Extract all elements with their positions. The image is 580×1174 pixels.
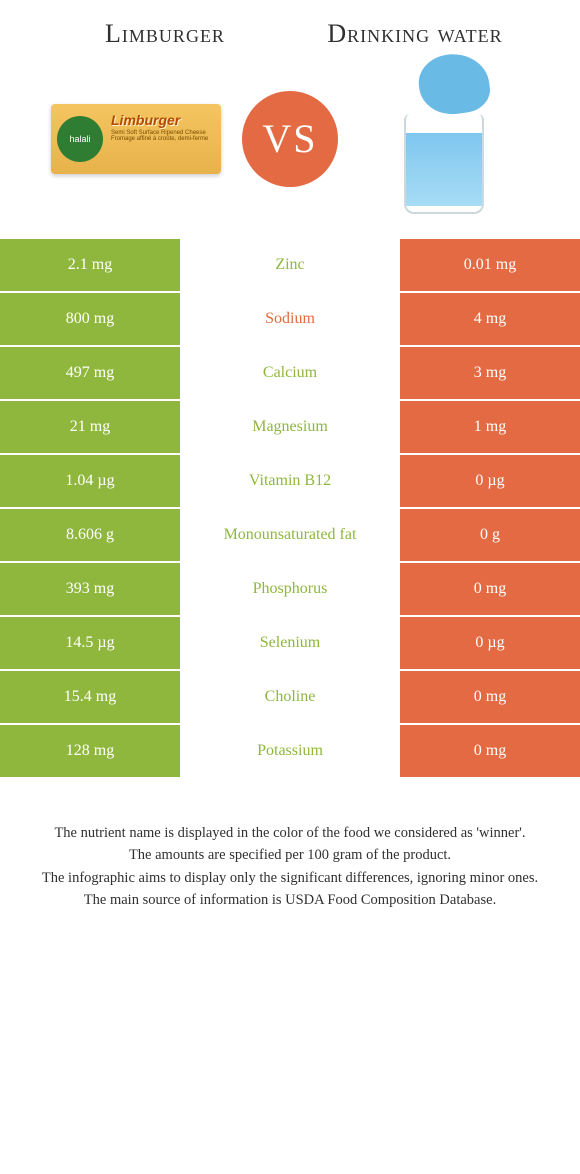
table-row: 21 mgMagnesium1 mg (0, 401, 580, 453)
infographic: Limburger Drinking water halali Limburge… (0, 0, 580, 944)
water-glass-icon (389, 64, 499, 214)
left-value: 800 mg (0, 293, 180, 345)
nutrient-label: Zinc (180, 239, 400, 291)
splash-icon (415, 49, 493, 118)
right-value: 0 g (400, 509, 580, 561)
table-row: 8.606 gMonounsaturated fat0 g (0, 509, 580, 561)
water-fill-icon (406, 133, 482, 207)
nutrient-label: Potassium (180, 725, 400, 777)
table-row: 14.5 µgSelenium0 µg (0, 617, 580, 669)
right-value: 3 mg (400, 347, 580, 399)
cup-icon (404, 114, 484, 214)
left-value: 128 mg (0, 725, 180, 777)
nutrient-label: Sodium (180, 293, 400, 345)
footer-line: The amounts are specified per 100 gram o… (30, 846, 550, 866)
cheese-brand: Limburger (111, 112, 180, 128)
right-value: 0.01 mg (400, 239, 580, 291)
right-value: 0 mg (400, 671, 580, 723)
title-right: Drinking water (290, 20, 540, 49)
nutrient-label: Phosphorus (180, 563, 400, 615)
table-row: 2.1 mgZinc0.01 mg (0, 239, 580, 291)
nutrient-label: Calcium (180, 347, 400, 399)
left-value: 15.4 mg (0, 671, 180, 723)
left-value: 14.5 µg (0, 617, 180, 669)
cheese-icon: halali Limburger Semi Soft Surface Ripen… (51, 104, 221, 174)
table-row: 15.4 mgCholine0 mg (0, 671, 580, 723)
nutrient-label: Choline (180, 671, 400, 723)
right-value: 4 mg (400, 293, 580, 345)
right-value: 0 µg (400, 455, 580, 507)
left-value: 393 mg (0, 563, 180, 615)
table-row: 497 mgCalcium3 mg (0, 347, 580, 399)
table-row: 393 mgPhosphorus0 mg (0, 563, 580, 615)
footer-line: The main source of information is USDA F… (30, 891, 550, 911)
right-product-art (348, 64, 540, 214)
cheese-badge-icon: halali (57, 116, 103, 162)
cheese-subtext: Semi Soft Surface Ripened Cheese Fromage… (111, 130, 208, 143)
footer-line: The infographic aims to display only the… (30, 869, 550, 889)
footer-line: The nutrient name is displayed in the co… (30, 824, 550, 844)
left-value: 2.1 mg (0, 239, 180, 291)
left-value: 1.04 µg (0, 455, 180, 507)
left-value: 21 mg (0, 401, 180, 453)
right-value: 0 mg (400, 563, 580, 615)
nutrient-label: Selenium (180, 617, 400, 669)
table-row: 128 mgPotassium0 mg (0, 725, 580, 777)
header: Limburger Drinking water (0, 20, 580, 49)
table-row: 1.04 µgVitamin B120 µg (0, 455, 580, 507)
table-row: 800 mgSodium4 mg (0, 293, 580, 345)
vs-badge: VS (242, 91, 338, 187)
left-value: 8.606 g (0, 509, 180, 561)
nutrient-label: Magnesium (180, 401, 400, 453)
left-product-art: halali Limburger Semi Soft Surface Ripen… (40, 104, 232, 174)
comparison-table: 2.1 mgZinc0.01 mg800 mgSodium4 mg497 mgC… (0, 239, 580, 777)
hero-row: halali Limburger Semi Soft Surface Ripen… (0, 49, 580, 239)
right-value: 0 µg (400, 617, 580, 669)
title-left: Limburger (40, 20, 290, 49)
right-value: 0 mg (400, 725, 580, 777)
footer-notes: The nutrient name is displayed in the co… (0, 779, 580, 911)
nutrient-label: Vitamin B12 (180, 455, 400, 507)
nutrient-label: Monounsaturated fat (180, 509, 400, 561)
left-value: 497 mg (0, 347, 180, 399)
right-value: 1 mg (400, 401, 580, 453)
